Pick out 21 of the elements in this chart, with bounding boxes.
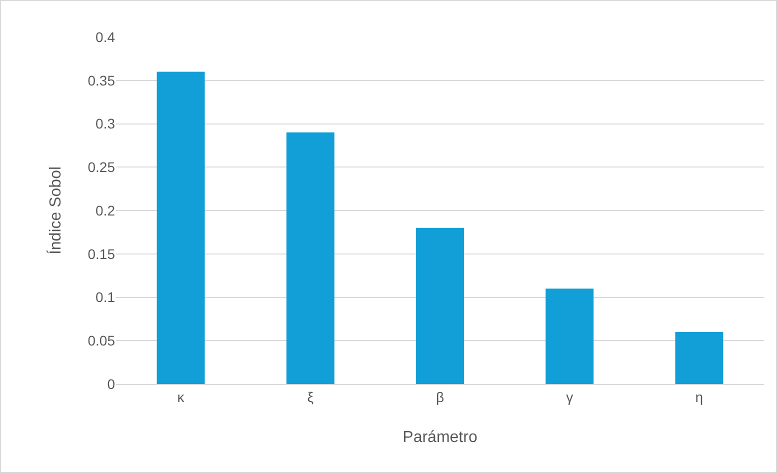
x-tick-label: η — [695, 388, 704, 405]
y-tick-label: 0.15 — [88, 246, 116, 262]
y-tick-label: 0.2 — [96, 202, 116, 218]
bar — [675, 332, 724, 384]
x-tick-label: γ — [566, 388, 574, 405]
y-tick-label: 0.3 — [96, 116, 116, 132]
x-tick-label: β — [436, 388, 444, 405]
y-axis-title: Índice Sobol — [46, 166, 65, 255]
bar — [546, 288, 594, 384]
x-tick-label: κ — [177, 388, 186, 405]
y-tick-label: 0.4 — [96, 28, 116, 45]
y-tick-label: 0 — [107, 376, 116, 392]
x-axis-title: Parámetro — [402, 429, 478, 446]
y-tick-label: 0.1 — [96, 289, 116, 306]
bar — [416, 228, 464, 384]
y-tick-label: 0.05 — [88, 332, 116, 349]
y-tick-label: 0.35 — [88, 72, 116, 88]
x-tick-label: ξ — [307, 388, 314, 405]
y-tick-label: 0.25 — [88, 159, 116, 176]
bar — [286, 132, 334, 384]
bar — [156, 72, 205, 384]
